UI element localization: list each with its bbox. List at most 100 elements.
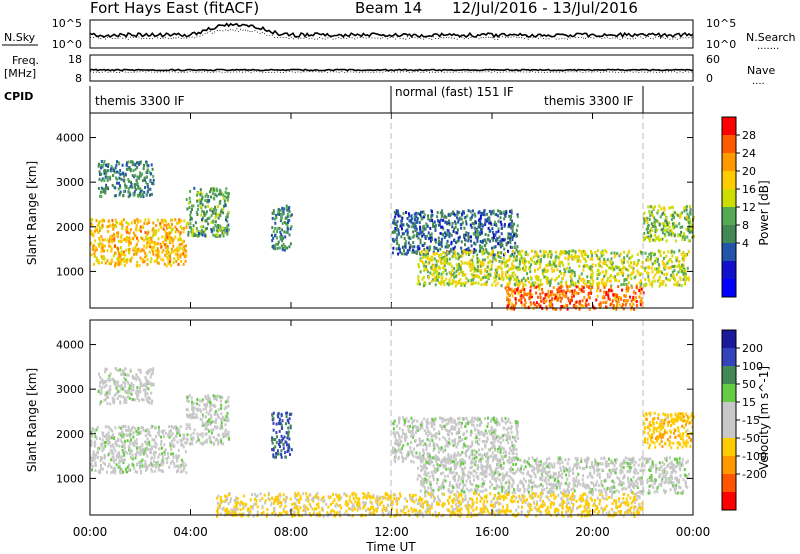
- heatmap-cell: [101, 433, 104, 437]
- heatmap-cell: [161, 459, 164, 463]
- heatmap-cell: [511, 262, 514, 266]
- heatmap-cell: [101, 165, 104, 169]
- heatmap-cell: [682, 255, 685, 259]
- heatmap-cell: [479, 420, 482, 424]
- heatmap-cell: [176, 459, 178, 463]
- heatmap-cell: [545, 270, 548, 273]
- heatmap-cell: [568, 285, 571, 288]
- heatmap-cell: [493, 276, 496, 280]
- heatmap-cell: [277, 240, 280, 244]
- heatmap-cell: [428, 439, 431, 443]
- heatmap-cell: [558, 289, 561, 293]
- heatmap-cell: [503, 217, 506, 221]
- heatmap-cell: [190, 416, 193, 420]
- heatmap-cell: [104, 191, 107, 195]
- heatmap-cell: [284, 244, 286, 248]
- heatmap-cell: [645, 282, 648, 286]
- heatmap-cell: [537, 255, 540, 259]
- heatmap-cell: [406, 222, 408, 226]
- heatmap-cell: [603, 296, 606, 300]
- heatmap-cell: [127, 427, 130, 431]
- heatmap-cell: [610, 274, 612, 277]
- heatmap-cell: [155, 224, 158, 227]
- heatmap-cell: [113, 446, 116, 450]
- heatmap-cell: [454, 231, 457, 235]
- heatmap-cell: [426, 452, 429, 456]
- heatmap-cell: [683, 253, 686, 257]
- heatmap-cell: [118, 171, 120, 175]
- heatmap-cell: [121, 451, 124, 455]
- heatmap-cell: [638, 289, 641, 292]
- heatmap-cell: [446, 245, 449, 249]
- heatmap-cell: [506, 428, 509, 431]
- heatmap-cell: [223, 204, 225, 208]
- heatmap-cell: [651, 251, 654, 255]
- heatmap-cell: [104, 261, 107, 265]
- heatmap-cell: [136, 217, 139, 221]
- heatmap-cell: [215, 233, 218, 237]
- heatmap-cell: [443, 264, 446, 268]
- heatmap-cell: [120, 233, 123, 237]
- heatmap-cell: [407, 241, 410, 245]
- heatmap-cell: [456, 240, 459, 244]
- heatmap-cell: [198, 403, 201, 407]
- heatmap-cell: [199, 433, 202, 437]
- heatmap-cell: [460, 267, 462, 271]
- heatmap-cell: [105, 164, 108, 167]
- heatmap-cell: [219, 438, 222, 442]
- heatmap-cell: [134, 167, 137, 171]
- heatmap-cell: [210, 416, 213, 420]
- heatmap-cell: [90, 232, 93, 236]
- heatmap-cell: [175, 464, 178, 468]
- heatmap-cell: [93, 244, 95, 248]
- heatmap-cell: [542, 268, 545, 272]
- heatmap-cell: [584, 251, 587, 255]
- heatmap-cell: [511, 444, 514, 448]
- heatmap-cell: [435, 435, 438, 439]
- heatmap-cell: [496, 457, 499, 461]
- heatmap-cell: [457, 268, 460, 272]
- heatmap-cell: [534, 269, 537, 273]
- heatmap-cell: [152, 460, 155, 463]
- heatmap-cell: [428, 245, 431, 249]
- heatmap-cell: [272, 230, 275, 234]
- heatmap-cell: [226, 191, 229, 195]
- heatmap-cell: [283, 230, 286, 234]
- heatmap-cell: [676, 280, 679, 284]
- heatmap-cell: [394, 455, 397, 458]
- heatmap-cell: [169, 256, 172, 260]
- heatmap-cell: [205, 397, 208, 401]
- heatmap-cell: [422, 443, 425, 447]
- heatmap-cell: [428, 454, 431, 458]
- heatmap-cell: [281, 221, 284, 225]
- heatmap-cell: [676, 256, 679, 260]
- heatmap-cell: [455, 241, 457, 244]
- heatmap-cell: [638, 272, 641, 276]
- heatmap-cell: [150, 257, 153, 261]
- heatmap-cell: [128, 236, 131, 240]
- heatmap-cell: [620, 268, 623, 272]
- heatmap-cell: [216, 413, 219, 417]
- heatmap-cell: [131, 398, 133, 401]
- heatmap-cell: [613, 251, 616, 255]
- heatmap-cell: [286, 206, 289, 210]
- heatmap-cell: [558, 255, 561, 259]
- heatmap-cell: [537, 284, 540, 288]
- heatmap-cell: [104, 175, 107, 179]
- heatmap-cell: [188, 196, 191, 200]
- heatmap-cell: [180, 242, 183, 246]
- heatmap-cell: [114, 264, 116, 268]
- heatmap-cell: [454, 284, 457, 288]
- heatmap-cell: [124, 385, 127, 389]
- heatmap-cell: [95, 436, 98, 440]
- heatmap-cell: [645, 258, 648, 262]
- heatmap-cell: [207, 398, 209, 402]
- heatmap-cell: [107, 442, 110, 446]
- heatmap-cell: [119, 433, 122, 437]
- heatmap-cell: [134, 174, 137, 177]
- heatmap-cell: [215, 398, 218, 402]
- heatmap-cell: [186, 433, 189, 437]
- heatmap-cell: [429, 271, 432, 275]
- heatmap-cell: [155, 229, 157, 233]
- heatmap-cell: [493, 235, 495, 239]
